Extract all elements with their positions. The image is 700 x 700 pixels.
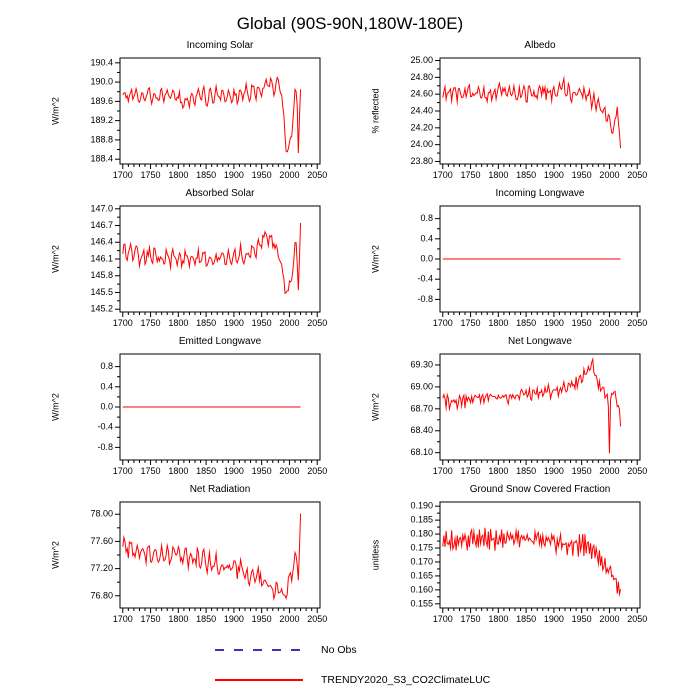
subplot-canvas — [30, 52, 350, 186]
subplot-title: Incoming Solar — [186, 40, 254, 51]
charts-grid: Incoming Solar Albedo Absorbed Solar Incomi… — [0, 40, 700, 630]
legend-line-swatch — [215, 679, 303, 681]
subplot-canvas — [350, 52, 670, 186]
subplot-title: Net Radiation — [189, 484, 251, 495]
subplot: Emitted Longwave — [30, 336, 350, 482]
subplot-title: Albedo — [524, 40, 556, 51]
legend-item: TRENDY2020_S3_CO2ClimateLUC — [215, 670, 700, 690]
subplot-title: Ground Snow Covered Fraction — [469, 484, 611, 495]
figure-title: Global (90S-90N,180W-180E) — [236, 14, 464, 33]
subplot-canvas — [350, 348, 670, 482]
subplot: Incoming Solar — [30, 40, 350, 186]
subplot-canvas — [350, 496, 670, 630]
subplot: Ground Snow Covered Fraction — [350, 484, 670, 630]
subplot: Incoming Longwave — [350, 188, 670, 334]
subplot-title: Emitted Longwave — [178, 336, 262, 347]
subplot: Albedo — [350, 40, 670, 186]
legend-label: TRENDY2020_S3_CO2ClimateLUC — [321, 674, 491, 686]
subplot-title: Net Longwave — [508, 336, 572, 347]
legend-label: No Obs — [321, 644, 357, 656]
subplot-title: Absorbed Solar — [185, 188, 255, 199]
subplot: Net Longwave — [350, 336, 670, 482]
legend-line-swatch — [215, 649, 303, 651]
legend-item: No Obs — [215, 640, 700, 660]
subplot-canvas — [30, 348, 350, 482]
subplot: Net Radiation — [30, 484, 350, 630]
subplot-canvas — [350, 200, 670, 334]
subplot-title: Incoming Longwave — [495, 188, 585, 199]
subplot-canvas — [30, 496, 350, 630]
subplot-canvas — [30, 200, 350, 334]
subplot: Absorbed Solar — [30, 188, 350, 334]
legend: No Obs TRENDY2020_S3_CO2ClimateLUC — [215, 640, 700, 690]
